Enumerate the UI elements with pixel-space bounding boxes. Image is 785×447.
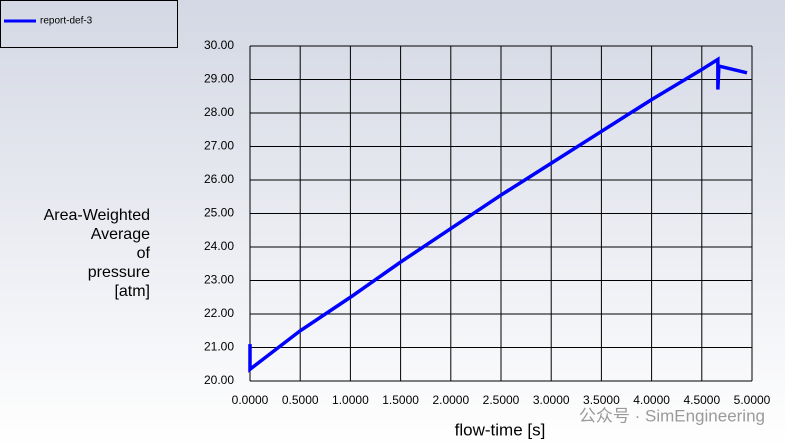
x-tick-label: 2.5000: [483, 393, 520, 407]
legend: report-def-3: [0, 0, 178, 48]
y-axis-title-line: [atm]: [114, 283, 150, 300]
x-tick-label: 5.0000: [734, 393, 771, 407]
y-tick-label: 27.00: [204, 139, 234, 153]
y-tick-label: 25.00: [204, 206, 234, 220]
y-tick-label: 26.00: [204, 172, 234, 186]
plot-area: 20.00 21.00 22.00 23.00 24.00 25.00 26.00 27.00…: [204, 38, 771, 407]
y-axis-title-line: pressure: [88, 264, 150, 281]
y-tick-label: 24.00: [204, 239, 234, 253]
y-tick-label: 23.00: [204, 273, 234, 287]
x-tick-label: 0.5000: [282, 393, 319, 407]
x-tick-label: 4.5000: [683, 393, 720, 407]
legend-label: report-def-3: [40, 16, 93, 27]
watermark: 公众号 · SimEngineering: [579, 406, 765, 425]
data-line: [248, 56, 748, 373]
y-axis-title-line: Area-Weighted: [44, 207, 150, 224]
x-tick-label: 0.0000: [232, 393, 269, 407]
y-axis-title: Area-Weighted Average of pressure [atm]: [44, 207, 151, 300]
y-tick-label: 29.00: [204, 72, 234, 86]
x-tick-label: 1.5000: [382, 393, 419, 407]
y-axis-title-line: of: [137, 245, 151, 262]
y-tick-label: 21.00: [204, 340, 234, 354]
y-tick-label: 30.00: [204, 38, 234, 52]
x-axis-title: flow-time [s]: [455, 420, 546, 439]
y-axis-title-line: Average: [91, 226, 150, 243]
x-tick-label: 3.0000: [533, 393, 570, 407]
y-tick-label: 20.00: [204, 373, 234, 387]
x-tick-label: 2.0000: [432, 393, 469, 407]
x-tick-label: 1.0000: [332, 393, 369, 407]
y-tick-label: 28.00: [204, 105, 234, 119]
x-tick-label: 3.5000: [583, 393, 620, 407]
y-tick-label: 22.00: [204, 306, 234, 320]
legend-box: [0, 0, 178, 48]
x-tick-label: 4.0000: [633, 393, 670, 407]
